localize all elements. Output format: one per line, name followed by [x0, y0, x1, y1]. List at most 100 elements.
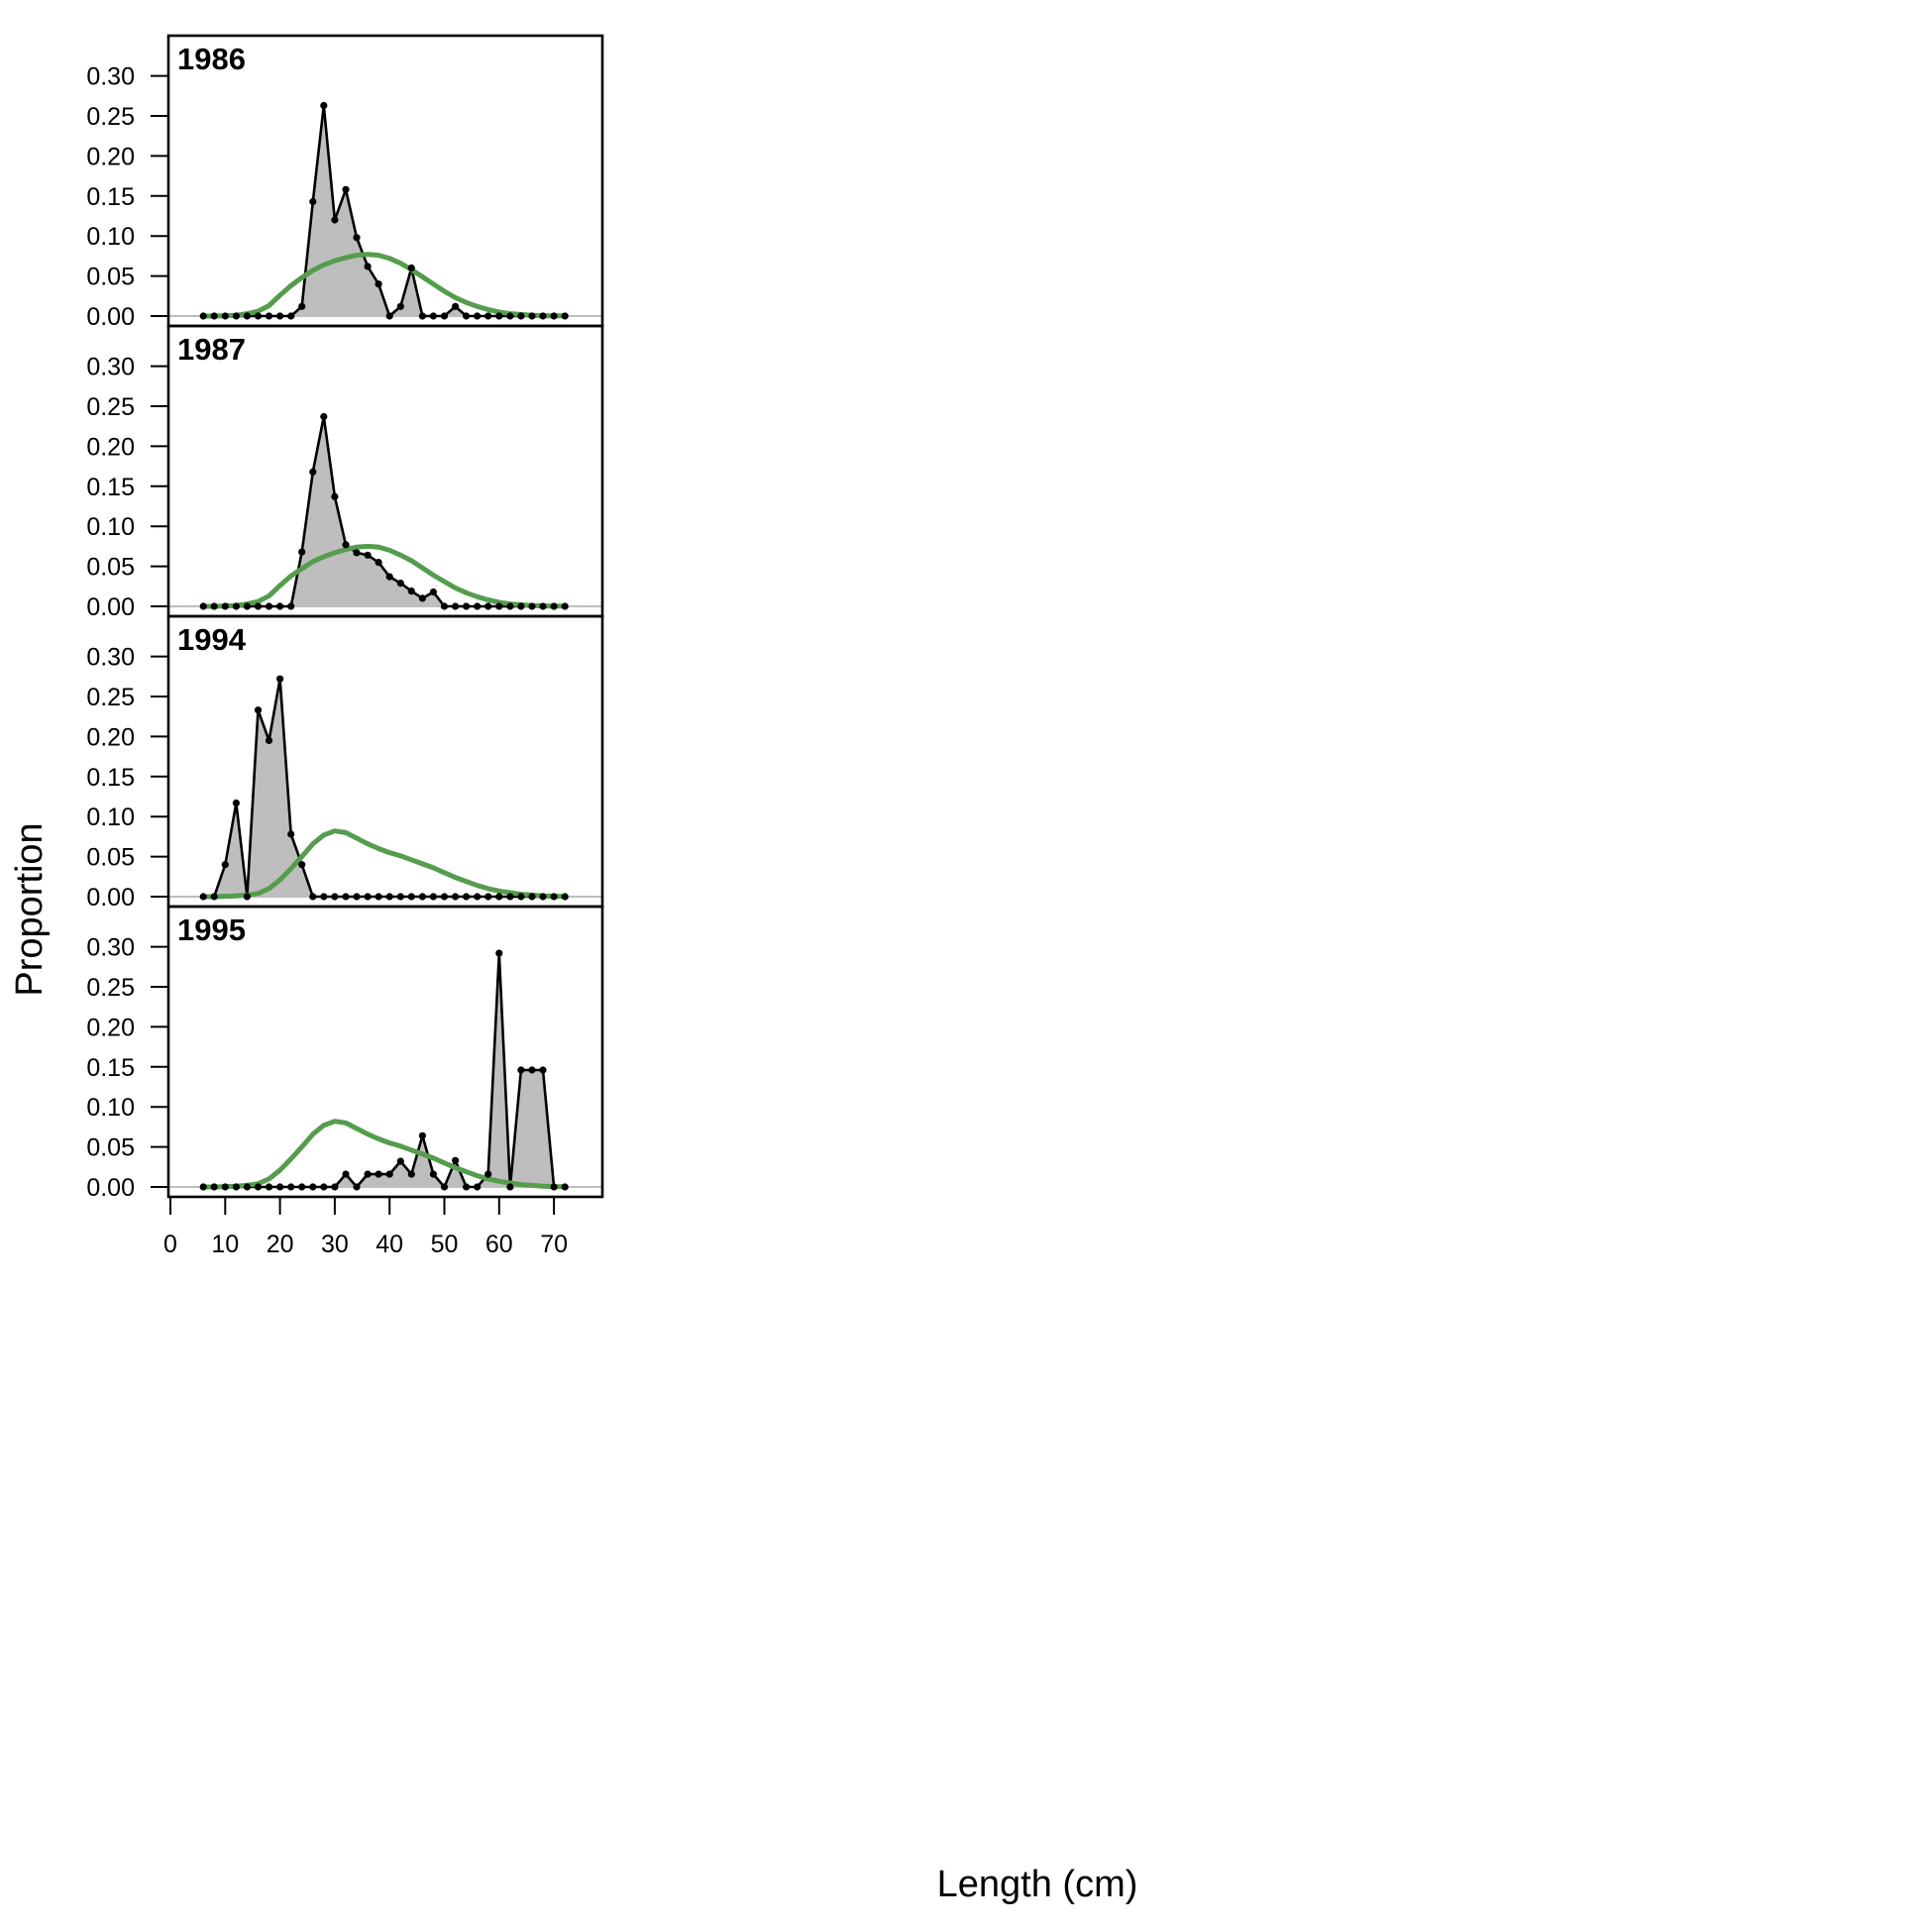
observed-point — [210, 602, 218, 610]
expected-line — [203, 828, 566, 900]
y-tick-label: 0.10 — [86, 513, 135, 541]
observed-point — [429, 312, 437, 320]
y-tick-label: 0.00 — [86, 593, 135, 621]
observed-point — [309, 468, 317, 476]
observed-point — [265, 312, 273, 320]
panel-1987: 1987 0.00 0.05 0.10 0.15 0.20 0.25 0.30 — [86, 324, 604, 621]
y-tick-label: 0.05 — [86, 1134, 135, 1162]
observed-point — [385, 1170, 393, 1178]
observed-point — [440, 312, 449, 320]
observed-point — [429, 1170, 437, 1178]
observed-point — [243, 893, 251, 901]
observed-area — [203, 105, 566, 316]
y-tick-label: 0.30 — [86, 63, 135, 91]
y-tick-label: 0.15 — [86, 764, 135, 792]
observed-point — [528, 1066, 536, 1074]
y-tick-label: 0.05 — [86, 554, 135, 582]
observed-point — [298, 861, 306, 869]
observed-point — [385, 573, 393, 581]
observed-point — [320, 101, 328, 110]
observed-point — [331, 492, 339, 500]
x-tick-label: 60 — [485, 1231, 513, 1258]
observed-point — [506, 1183, 514, 1191]
observed-point — [484, 893, 492, 901]
observed-point — [254, 1183, 263, 1191]
observed-point — [396, 580, 404, 588]
observed-point — [298, 548, 306, 556]
panel-label: 1994 — [177, 622, 247, 657]
observed-point — [287, 1183, 295, 1191]
observed-point — [561, 602, 569, 610]
y-tick-label: 0.10 — [86, 1094, 135, 1122]
observed-point — [221, 1183, 229, 1191]
observed-line — [203, 951, 566, 1189]
observed-point — [221, 312, 229, 320]
observed-point — [517, 602, 525, 610]
observed-point — [418, 1131, 426, 1139]
observed-point — [440, 602, 449, 610]
observed-point — [375, 559, 382, 567]
x-tick-label: 40 — [376, 1231, 403, 1258]
observed-point — [342, 1170, 350, 1178]
observed-point — [309, 893, 317, 901]
y-tick-label: 0.25 — [86, 103, 135, 131]
observed-point — [276, 312, 284, 320]
observed-point — [353, 549, 361, 557]
observed-point — [474, 893, 482, 901]
observed-point — [561, 1183, 569, 1191]
observed-point — [396, 1157, 404, 1165]
panel-frame — [166, 34, 604, 328]
observed-point — [221, 861, 229, 869]
observed-point — [243, 312, 251, 320]
observed-point — [506, 893, 514, 901]
observed-point — [396, 893, 404, 901]
expected-line — [203, 1119, 566, 1190]
observed-point — [550, 602, 558, 610]
observed-point — [550, 312, 558, 320]
observed-point — [418, 312, 426, 320]
observed-point — [506, 312, 514, 320]
y-tick-label: 0.20 — [86, 723, 135, 751]
y-tick-label: 0.15 — [86, 183, 135, 211]
x-axis-title: Length (cm) — [937, 1864, 1138, 1905]
observed-point — [221, 602, 229, 610]
observed-point — [199, 312, 207, 320]
y-axis-title: Proportion — [9, 822, 51, 996]
observed-point — [353, 234, 361, 242]
y-tick-label: 0.20 — [86, 143, 135, 170]
y-tick-label: 0.25 — [86, 393, 135, 421]
y-tick-label: 0.10 — [86, 804, 135, 831]
observed-point — [452, 302, 460, 310]
observed-point — [528, 602, 536, 610]
panel-1995: 1995 0.00 0.05 0.10 0.15 0.20 0.25 0.30 — [86, 905, 604, 1202]
observed-point — [474, 312, 482, 320]
x-tick-label: 0 — [163, 1231, 177, 1258]
observed-point — [517, 1066, 525, 1074]
panel-label: 1995 — [177, 912, 246, 947]
observed-point — [243, 1183, 251, 1191]
observed-point — [353, 893, 361, 901]
panel-label: 1986 — [177, 42, 246, 76]
observed-point — [396, 302, 404, 310]
observed-point — [495, 312, 503, 320]
x-tick-label: 70 — [540, 1231, 568, 1258]
y-tick-label: 0.00 — [86, 1174, 135, 1202]
y-tick-label: 0.25 — [86, 684, 135, 711]
observed-point — [484, 1170, 492, 1178]
observed-point — [276, 1183, 284, 1191]
observed-point — [550, 1183, 558, 1191]
observed-area — [203, 953, 566, 1187]
observed-point — [210, 312, 218, 320]
observed-point — [474, 1183, 482, 1191]
observed-point — [342, 893, 350, 901]
observed-point — [353, 1183, 361, 1191]
y-tick-label: 0.30 — [86, 934, 135, 962]
observed-point — [407, 264, 415, 272]
y-tick-label: 0.15 — [86, 474, 135, 501]
observed-point — [517, 312, 525, 320]
observed-point — [210, 1183, 218, 1191]
y-tick-label: 0.00 — [86, 884, 135, 912]
observed-point — [342, 185, 350, 193]
observed-point — [484, 602, 492, 610]
observed-point — [539, 312, 547, 320]
